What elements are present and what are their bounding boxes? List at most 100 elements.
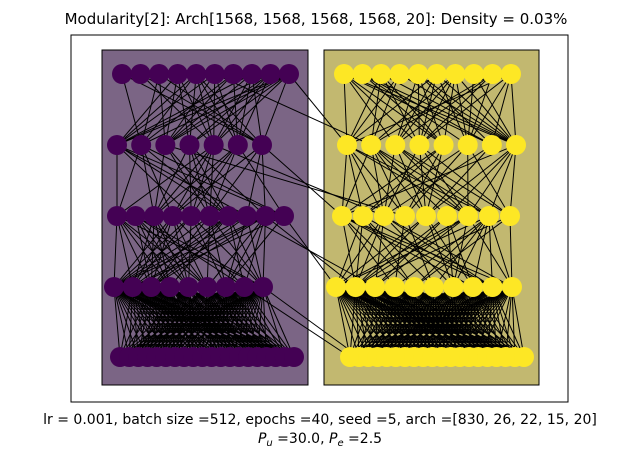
edge: [383, 144, 420, 217]
nodes-layer: [104, 64, 534, 367]
edge: [509, 144, 517, 217]
edge: [128, 286, 227, 358]
edge: [206, 215, 266, 288]
neuron-node-m0-l1: [227, 135, 248, 155]
edge: [419, 73, 512, 146]
edge: [399, 73, 517, 146]
edge: [341, 215, 474, 288]
edge: [190, 215, 264, 288]
edge: [454, 73, 469, 146]
edge: [370, 144, 427, 217]
edge: [262, 215, 266, 288]
edge: [113, 215, 266, 288]
edge: [374, 215, 469, 288]
neuron-node-m1-l2: [479, 206, 499, 226]
neuron-node-m1-l4: [514, 347, 534, 367]
edge: [413, 215, 511, 288]
neuron-node-m0-l2: [274, 206, 294, 226]
neuron-node-m0-l0: [112, 64, 132, 84]
edge: [358, 286, 376, 358]
edge: [341, 215, 415, 288]
edge: [116, 144, 248, 217]
neuron-node-m1-l1: [457, 135, 478, 155]
neuron-node-m0-l2: [181, 206, 202, 226]
edge: [467, 73, 493, 146]
edge: [335, 215, 490, 288]
edge: [477, 286, 513, 358]
neuron-node-m1-l3: [404, 277, 425, 297]
neuron-node-m0-l2: [144, 206, 165, 226]
neuron-node-m1-l0: [463, 64, 484, 84]
edge: [343, 73, 420, 146]
edge: [128, 286, 264, 358]
edge: [496, 286, 513, 358]
edge: [213, 73, 290, 146]
neuron-node-m1-l3: [482, 277, 503, 297]
edge: [459, 286, 513, 358]
edge: [189, 73, 271, 146]
edge: [377, 286, 513, 358]
edge: [419, 73, 493, 146]
edge: [374, 215, 385, 288]
edge: [383, 144, 396, 217]
edge: [140, 144, 155, 217]
edge: [164, 144, 229, 217]
edge: [341, 144, 517, 217]
edge: [113, 215, 211, 288]
edge: [116, 144, 142, 217]
edge: [370, 73, 401, 146]
edge: [116, 215, 152, 288]
edge: [467, 73, 512, 146]
edge: [116, 73, 271, 146]
cross-module-edge: [213, 144, 385, 217]
neuron-node-m1-l0: [334, 64, 354, 84]
edge: [346, 144, 385, 217]
edge: [174, 286, 264, 358]
edge: [119, 286, 189, 358]
edge: [425, 144, 517, 217]
edge: [262, 286, 268, 358]
edge: [433, 286, 443, 358]
neuron-node-m0-l2: [255, 206, 276, 226]
edge: [511, 286, 525, 358]
edge: [140, 73, 197, 146]
edge: [422, 286, 435, 358]
edge: [164, 73, 216, 146]
neuron-node-m0-l3: [159, 277, 180, 297]
edge: [467, 144, 517, 217]
edge: [140, 73, 290, 146]
edge: [446, 215, 474, 288]
neuron-node-m0-l3: [234, 277, 255, 297]
edge: [443, 73, 456, 146]
edge: [355, 215, 511, 288]
edge: [172, 144, 263, 217]
neuron-node-m0-l3: [104, 277, 124, 297]
edge: [346, 73, 438, 146]
edge: [488, 144, 517, 217]
neuron-node-m1-l3: [365, 277, 386, 297]
edge: [261, 73, 290, 146]
edge: [261, 144, 266, 217]
edge: [113, 215, 229, 288]
edge: [425, 144, 445, 217]
figure-title: Modularity[2]: Arch[1568, 1568, 1568, 15…: [65, 10, 568, 28]
edge: [128, 286, 134, 358]
edge: [362, 144, 444, 217]
edge: [370, 144, 406, 217]
edge: [358, 286, 435, 358]
edge: [113, 215, 248, 288]
edge: [116, 144, 192, 217]
edge: [164, 73, 179, 146]
edge: [116, 73, 197, 146]
edge: [425, 215, 474, 288]
edge: [370, 73, 382, 146]
edge: [472, 215, 490, 288]
edge: [355, 286, 378, 358]
edge: [394, 286, 406, 358]
neuron-node-m1-l3: [443, 277, 464, 297]
edge: [119, 286, 134, 358]
edge: [362, 73, 493, 146]
neuron-node-m0-l3: [253, 277, 273, 297]
edge: [370, 144, 385, 217]
